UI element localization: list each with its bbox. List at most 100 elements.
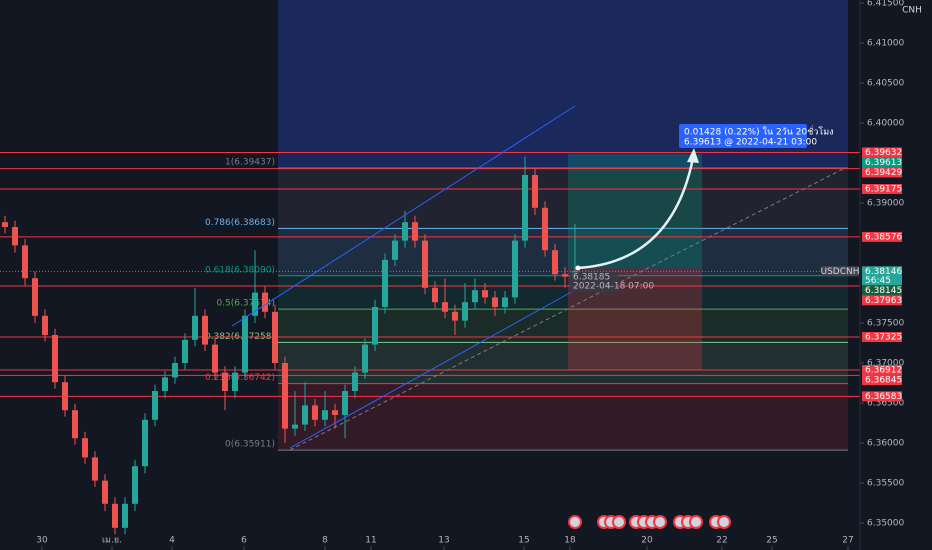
candle-body [342,391,348,415]
candle-body [262,292,268,312]
candle-body [502,297,508,307]
candle-body [562,274,568,277]
entry-time: 2022-04-18 07:00 [573,282,654,292]
candle-body [362,344,368,373]
candle-body [452,311,458,321]
candle-body [352,372,358,391]
price-tag-label: 6.38145 [865,286,902,296]
y-tick-label: 6.41000 [867,39,904,49]
price-tag [862,332,902,342]
drawings-under: 1(6.39437) 0.786(6.38683) 0.618(6.38090) 0.… [0,0,860,451]
x-tick-label: 30 [36,536,48,546]
candles [2,156,578,535]
price-tag [862,391,902,402]
candle-body [332,410,338,415]
candle-body [222,372,228,391]
event-icon [653,515,667,529]
candle-body [462,302,468,321]
x-tick-label: 25 [766,536,777,546]
fib-label: 0.5(6.37674) [216,299,275,309]
candle-body [292,424,298,429]
x-tick-label: 13 [438,536,449,546]
price-tag [862,157,902,168]
y-tick-label: 6.36500 [867,399,904,409]
price-tag [862,184,902,194]
x-tick-label: 22 [716,536,727,546]
event-icon [612,515,626,529]
arrow-start [575,265,581,271]
position-profit [568,153,702,269]
candle-body [522,175,528,241]
target-box [679,123,807,148]
target-text: 0.01428 (0.22%) ใน 2วัน 20ชั่วโมง [684,124,834,137]
candle-body [392,240,398,260]
price-tag-label: 6.36912 [865,366,902,376]
candle-body [62,382,68,411]
price-tag [862,266,902,286]
candle-body [12,227,18,246]
projection-arrow [577,157,695,270]
price-tag-label: 6.38146 [865,267,902,277]
y-tick-label: 6.37500 [867,319,904,329]
x-tick-label: 15 [518,536,529,546]
candle-body [322,410,328,420]
price-tag [862,285,902,296]
y-tick-label: 6.40000 [867,119,904,129]
candle-body [402,222,408,241]
candle-body [192,315,198,340]
candle-body [52,335,58,383]
candle-body [2,222,8,227]
fib-band [278,168,848,229]
candle-body [372,307,378,345]
price-tag [862,365,902,376]
fib-band [278,275,848,310]
x-tick-label: 20 [641,536,653,546]
symbol-box [822,266,859,277]
price-tag [862,375,902,386]
candle-body [182,339,188,363]
price-tag-label: 6.39429 [865,168,902,178]
candle-body [312,405,318,420]
candle-body [112,503,118,528]
symbol-label: USDCNH [820,267,859,277]
channel-lower [289,289,576,449]
candle-body [442,302,448,312]
fib-band [278,228,848,276]
dashed-trend [289,167,846,451]
price-tag-label: 6.36845 [865,376,902,386]
candle-body [212,344,218,373]
candle-body [532,175,538,208]
price-tag-label: 6.37325 [865,333,902,343]
y-tick-label: 6.41500 [867,0,904,9]
x-tick-label: 4 [169,536,175,546]
candle-body [242,315,248,373]
candle-body [22,245,28,279]
event-icon [689,515,703,529]
y-tick-label: 6.40500 [867,79,904,89]
price-tag-label: 6.36583 [865,392,902,402]
countdown: 56:45 [865,276,891,286]
target-detail: 6.39613 @ 2022-04-21 03:00 [684,137,817,147]
candle-body [422,240,428,288]
candle-body [72,410,78,439]
price-tag-label: 6.39632 [865,148,902,158]
candle-body [132,466,138,504]
candle-body [552,250,558,275]
candle-body [122,503,128,528]
axis-labels: 6.41500 6.41000 6.40500 6.40000 6.39000 6.375… [36,0,904,550]
price-tag-label: 6.37963 [865,296,902,306]
candle-body [412,222,418,241]
candle-body [32,278,38,316]
event-icon [717,515,731,529]
price-tag [862,147,902,158]
fib-label: 0.618(6.38090) [205,265,275,275]
fib-label: 1(6.39437) [225,158,275,168]
price-tag-label: 6.39175 [865,185,902,195]
candle-body [302,405,308,425]
candle-body [152,391,158,420]
candle-body [252,292,258,316]
fib-label: 0.786(6.38683) [205,218,275,228]
candle-body [142,419,148,467]
